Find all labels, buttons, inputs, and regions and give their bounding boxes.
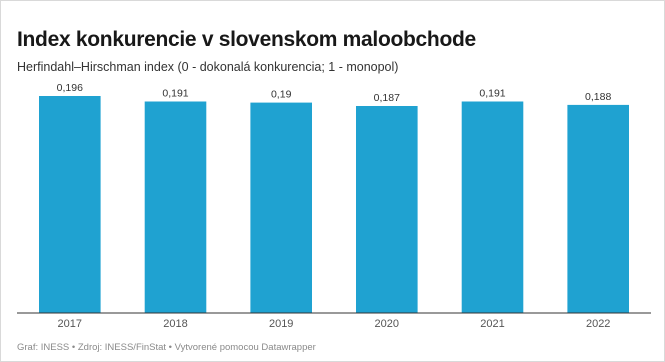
value-label-2018: 0,191: [162, 88, 188, 100]
bar-2020: [356, 106, 418, 313]
bar-2017: [39, 96, 101, 313]
chart-footer: Graf: INESS • Zdroj: INESS/FinStat • Vyt…: [17, 342, 316, 353]
chart-subtitle: Herfindahl–Hirschman index (0 - dokonalá…: [17, 60, 399, 74]
bar-chart: 0,196 2017 0,191 2018 0,19 2019 0,187 2020 0,191…: [17, 82, 651, 330]
value-label-2020: 0,187: [374, 92, 400, 104]
bar-2022: [567, 104, 629, 314]
bar-2021: [461, 101, 524, 313]
category-label-2019: 2019: [269, 318, 293, 330]
bar-2019: [250, 102, 312, 313]
category-label-2021: 2021: [480, 318, 504, 330]
value-label-2019: 0,19: [271, 89, 292, 101]
chart-title: Index konkurencie v slovenskom maloobcho…: [17, 28, 476, 51]
value-label-2022: 0,188: [585, 91, 611, 103]
category-label-2020: 2020: [375, 318, 399, 330]
category-label-2017: 2017: [58, 318, 82, 330]
bar-2018: [144, 101, 207, 313]
value-label-2021: 0,191: [479, 88, 505, 100]
value-label-2017: 0,196: [57, 82, 83, 94]
category-label-2022: 2022: [586, 318, 610, 330]
category-label-2018: 2018: [163, 318, 187, 330]
